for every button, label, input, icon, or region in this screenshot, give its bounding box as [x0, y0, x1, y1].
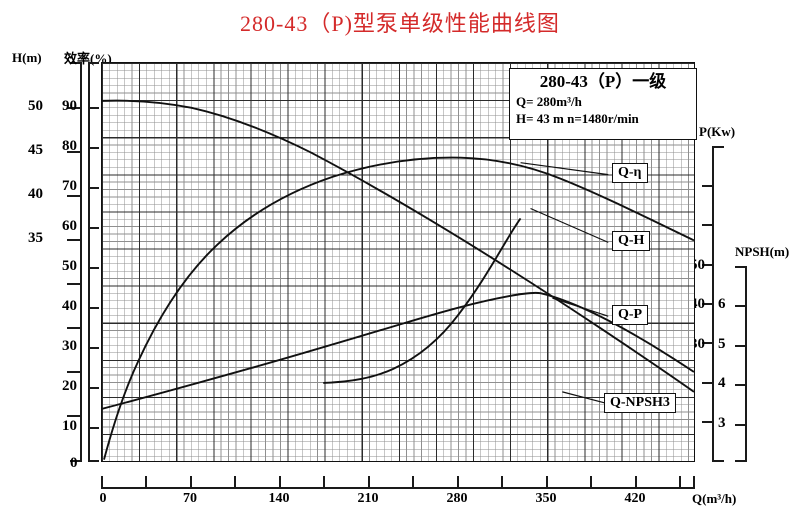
chart-curves — [102, 99, 694, 460]
axis-head — [56, 62, 82, 462]
axis-label-flow-0: 0 — [99, 491, 107, 506]
axis-label-eff-30: 30 — [62, 338, 77, 354]
curve-label-npsh: Q-NPSH3 — [604, 393, 676, 413]
leader-line-npsh — [562, 391, 609, 405]
axis-title-efficiency: 效率(%) — [64, 51, 112, 66]
axis-flow: 0 70 140 210 280 350 420 — [100, 476, 695, 506]
axis-label-flow-420: 420 — [624, 491, 646, 506]
spec-flow: Q= 280m³/h — [516, 94, 582, 109]
axis-label-eff-80: 80 — [62, 138, 77, 154]
curve-label-efficiency: Q-η — [612, 163, 648, 183]
axis-label-eff-70: 70 — [62, 178, 77, 194]
axis-label-eff-10: 10 — [62, 418, 77, 434]
axis-title-flow: Q(m³/h) — [692, 491, 737, 506]
axis-power — [702, 146, 724, 462]
axis-title-npsh: NPSH(m) — [735, 244, 790, 259]
leader-line-head — [530, 207, 609, 243]
axis-title-power: P(Kw) — [699, 124, 736, 139]
axis-label-npsh-5: 5 — [718, 336, 726, 352]
axis-label-flow-70: 70 — [183, 491, 197, 506]
axis-label-npsh-3: 3 — [718, 415, 726, 431]
leader-line-eta — [520, 162, 609, 176]
axis-label-eff-60: 60 — [62, 218, 77, 234]
axis-label-npsh-6: 6 — [718, 296, 726, 312]
axis-efficiency — [88, 62, 102, 462]
curve-q-h — [102, 99, 694, 393]
axis-npsh — [735, 266, 749, 462]
axis-label-eff-90: 90 — [62, 98, 77, 114]
leader-line-power — [552, 297, 609, 317]
curve-q-p — [102, 291, 694, 410]
axis-label-head-45: 45 — [28, 142, 43, 158]
axis-label-flow-210: 210 — [357, 491, 379, 506]
axis-label-eff-40: 40 — [62, 298, 77, 314]
spec-model: 280-43（P）一级 — [539, 72, 667, 91]
curve-label-head: Q-H — [612, 231, 651, 251]
curve-q-npsh3 — [323, 217, 522, 384]
axis-label-eff-0: 0 — [70, 455, 78, 471]
axis-label-flow-350: 350 — [535, 491, 557, 506]
axis-label-head-35: 35 — [28, 230, 43, 246]
page-title: 280-43（P)型泵单级性能曲线图 — [240, 11, 560, 36]
axis-label-head-40: 40 — [28, 186, 43, 202]
spec-head-speed: H= 43 m n=1480r/min — [516, 111, 639, 126]
axis-label-eff-20: 20 — [62, 378, 77, 394]
curve-label-power: Q-P — [612, 305, 649, 325]
curve-q-eta — [103, 156, 694, 460]
spec-info-box: 280-43（P）一级 Q= 280m³/h H= 43 m n=1480r/m… — [509, 68, 697, 140]
axis-title-head: H(m) — [12, 50, 42, 65]
axis-label-flow-280: 280 — [446, 491, 468, 506]
axis-label-eff-50: 50 — [62, 258, 77, 274]
axis-label-head-50: 50 — [28, 98, 43, 114]
axis-label-flow-140: 140 — [268, 491, 290, 506]
axis-label-npsh-4: 4 — [718, 375, 726, 391]
